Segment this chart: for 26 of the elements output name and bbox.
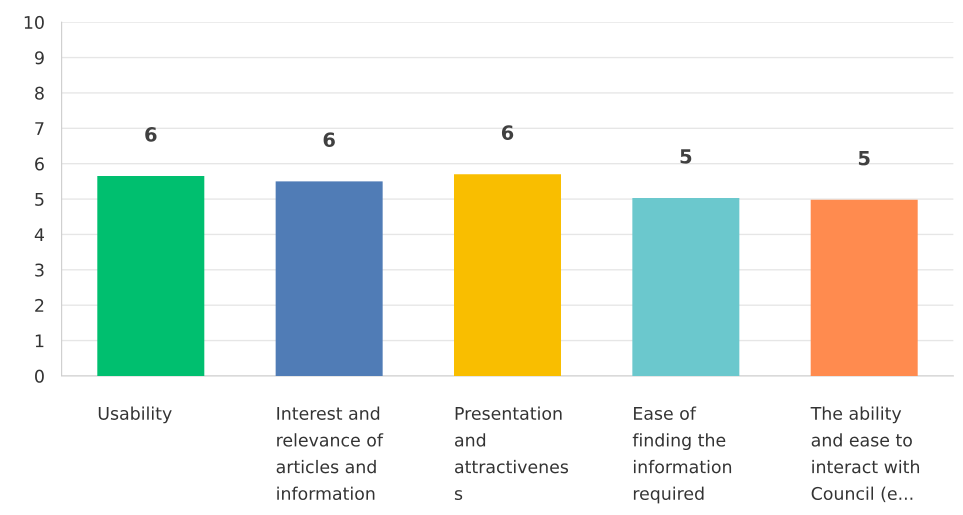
bar (810, 200, 918, 376)
y-tick-label: 9 (35, 51, 44, 64)
x-tick-label: Interest and relevance of articles and information (276, 406, 384, 500)
y-tick-label: 8 (35, 86, 44, 100)
data-label: 6 (324, 132, 335, 148)
y-tick-label: 6 (35, 157, 44, 171)
bar (276, 181, 383, 376)
y-tick-label: 10 (24, 16, 44, 29)
y-tick-label: 5 (35, 192, 44, 206)
y-tick-label: 4 (34, 228, 44, 242)
x-tick-label: Ease of finding the information required (632, 406, 732, 504)
x-tick-label: Usability (98, 406, 172, 424)
y-tick-label: 3 (35, 264, 44, 277)
y-tick-label: 2 (35, 298, 44, 312)
x-tick-label: The ability and ease to interact with Council (e... (810, 406, 920, 502)
data-label: 6 (145, 127, 157, 142)
bar (97, 176, 204, 376)
x-tick-label: Presentation and attractivenes s (454, 406, 568, 500)
data-label: 6 (502, 125, 514, 140)
data-label: 5 (858, 150, 870, 166)
data-label: 5 (680, 149, 692, 164)
y-tick-label: 7 (35, 122, 44, 135)
bar (632, 198, 740, 376)
y-tick-label: 1 (36, 334, 44, 348)
y-tick-label: 0 (35, 370, 44, 383)
bar (454, 174, 562, 376)
